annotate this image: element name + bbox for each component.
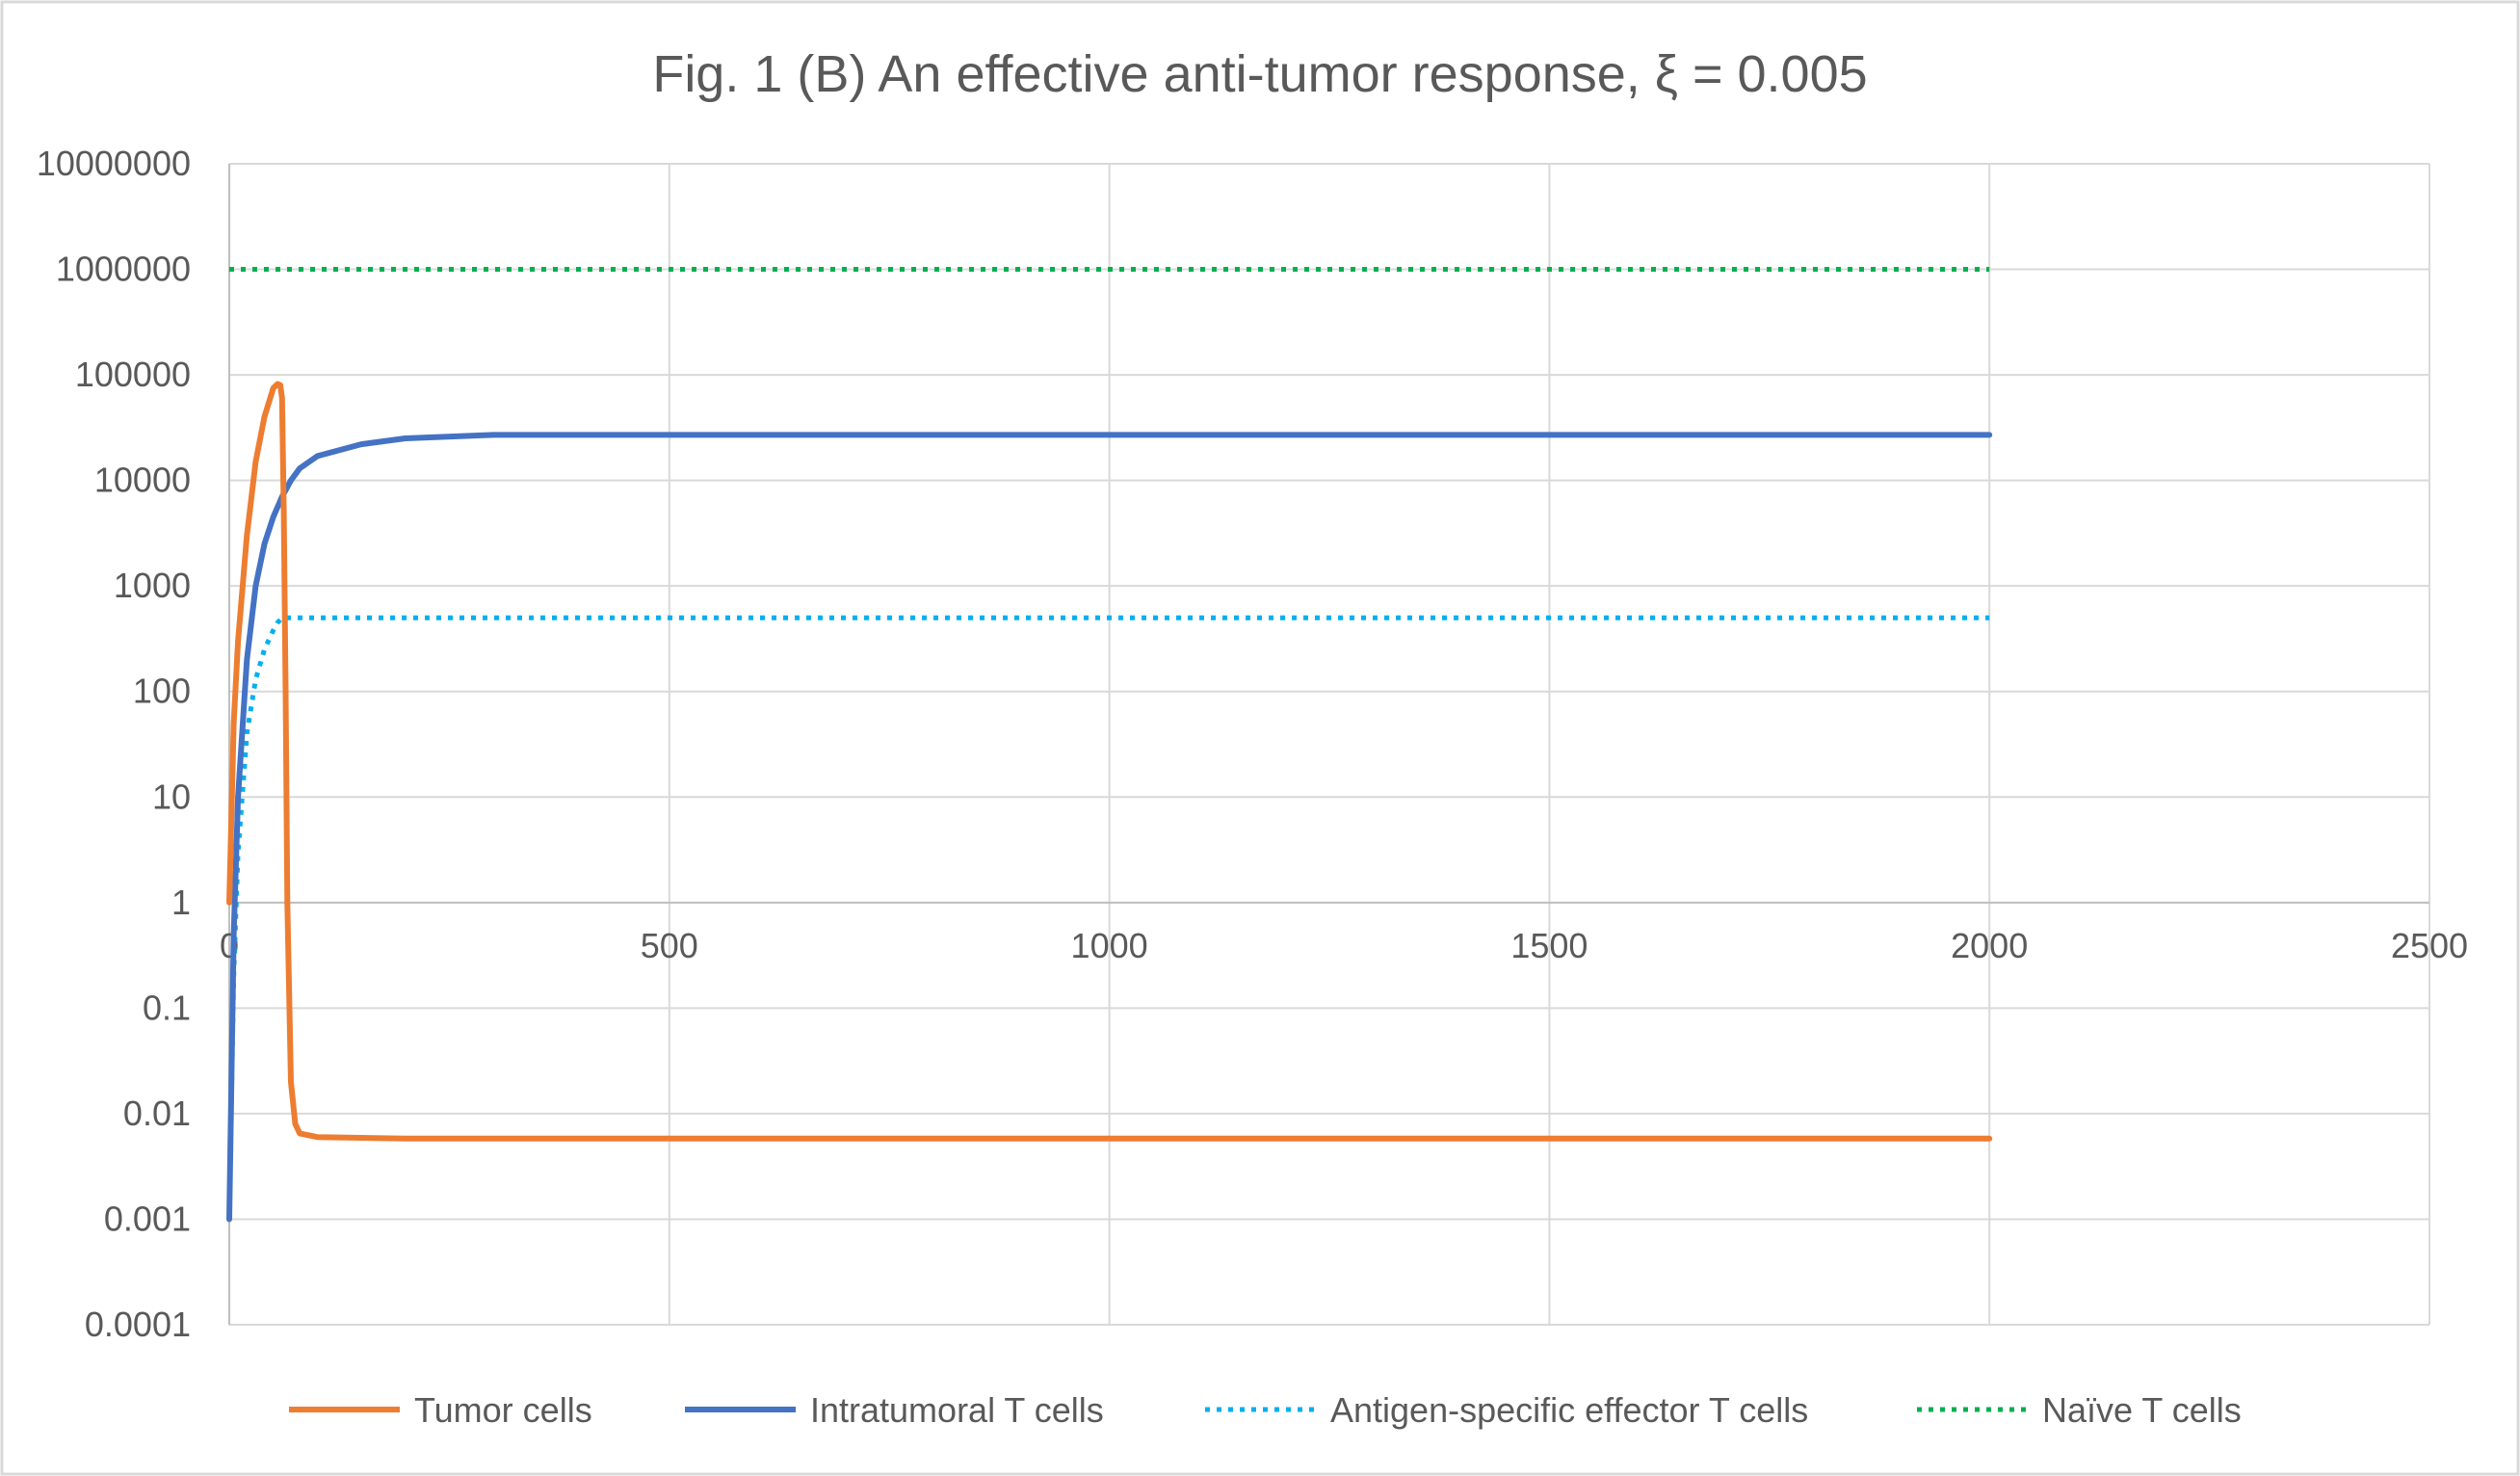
y-tick-label: 1000000 [56, 250, 191, 289]
y-tick-labels: 10000000 1000000 100000 10000 1000 100 10 1 0.1 0… [37, 144, 191, 1344]
y-tick-label: 10000 [94, 461, 191, 500]
legend-label: Intratumoral T cells [810, 1390, 1104, 1430]
series-line-antigen-specific-effector-t-cells [226, 615, 1990, 1220]
y-tick-label: 0.1 [143, 988, 191, 1027]
legend-label: Antigen-specific effector T cells [1330, 1390, 1808, 1430]
legend-label: Tumor cells [414, 1390, 592, 1430]
series-line-intratumoral-t-cells [226, 432, 1993, 1223]
x-tick-label: 1000 [1071, 926, 1148, 965]
y-tick-label: 0.01 [123, 1094, 191, 1133]
y-tick-label: 0.001 [104, 1199, 191, 1238]
x-tick-label: 2500 [2391, 926, 2468, 965]
y-tick-label: 1 [171, 883, 191, 922]
legend: Tumor cells Intratumoral T cells Antigen-s… [289, 1390, 2242, 1430]
y-tick-label: 10000000 [37, 144, 191, 183]
series-line-tumor-cells [226, 381, 1993, 1142]
legend-label: Naïve T cells [2042, 1390, 2242, 1430]
y-tick-label: 1000 [114, 566, 191, 605]
y-tick-label: 0.0001 [85, 1305, 191, 1344]
x-tick-label: 500 [641, 926, 698, 965]
x-tick-labels: 0 500 1000 1500 2000 2500 [220, 926, 2468, 965]
y-tick-label: 10 [152, 777, 191, 816]
y-tick-label: 100 [133, 672, 191, 711]
x-tick-label: 2000 [1951, 926, 2028, 965]
x-tick-label: 1500 [1510, 926, 1588, 965]
chart-title: Fig. 1 (B) An effective anti-tumor respo… [652, 45, 1867, 103]
series-layer [226, 267, 1993, 1223]
y-tick-label: 100000 [75, 355, 191, 394]
